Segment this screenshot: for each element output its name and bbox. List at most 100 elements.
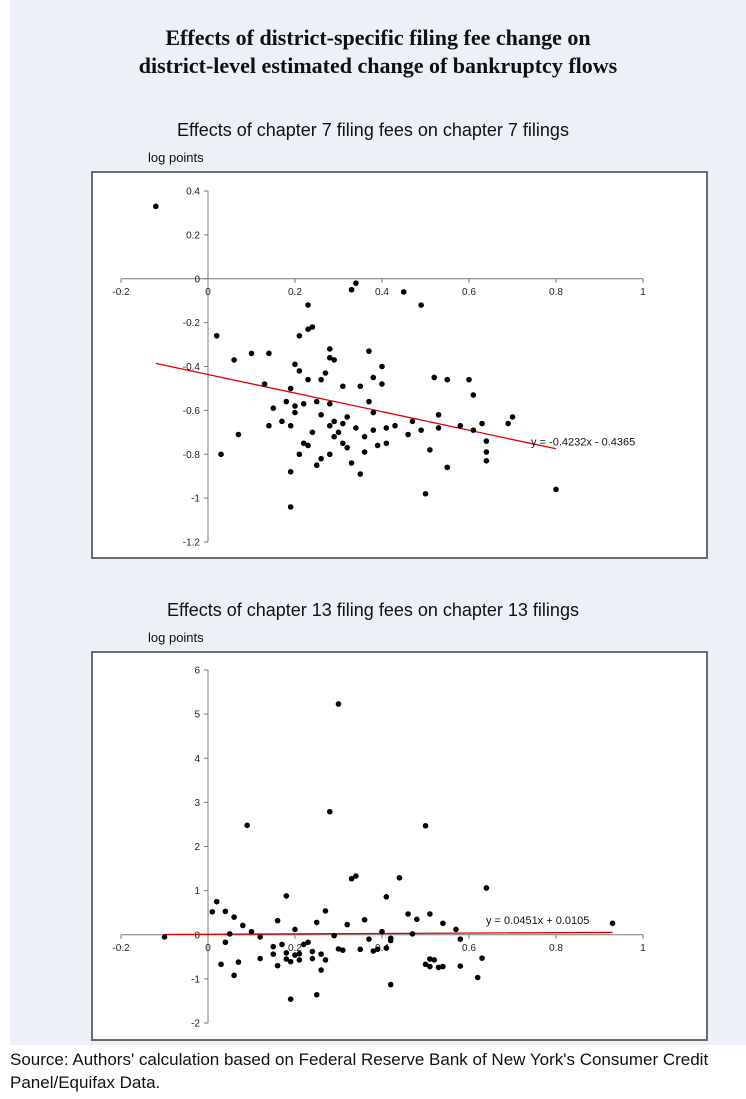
chart-1-data-point bbox=[470, 392, 477, 398]
chart-2-data-point bbox=[344, 921, 350, 928]
chart-2-data-point bbox=[479, 955, 485, 961]
chart-2-x-tick-label: 1 bbox=[640, 943, 646, 954]
chart-1-data-point bbox=[344, 444, 350, 451]
chart-1-data-point bbox=[444, 376, 451, 383]
chart-2-data-point bbox=[335, 946, 342, 952]
chart-1-data-point bbox=[300, 440, 307, 447]
chart-1-data-point bbox=[327, 400, 333, 407]
chart-1-data-point bbox=[231, 357, 237, 363]
chart-1-x-tick-label: 1 bbox=[640, 287, 646, 298]
chart-1-data-point bbox=[327, 451, 333, 458]
chart-2-trendline-equation: y = 0.0451x + 0.0105 bbox=[486, 915, 589, 927]
chart-1-data-point bbox=[400, 289, 407, 295]
chart-2-data-point bbox=[222, 908, 229, 915]
chart-1-y-tick-label: 0.2 bbox=[186, 230, 200, 241]
chart-2-data-point bbox=[287, 996, 294, 1002]
figure-title: Effects of district-specific filing fee … bbox=[10, 24, 746, 80]
figure-title-line-1: Effects of district-specific filing fee … bbox=[165, 25, 591, 50]
chart-2-data-point bbox=[383, 894, 390, 900]
chart-2-data-point bbox=[348, 875, 355, 882]
chart-2-data-point bbox=[209, 909, 216, 915]
chart-2-data-point bbox=[274, 917, 281, 924]
chart-2-y-tick-label: 0 bbox=[194, 930, 200, 941]
chart-1-data-point bbox=[483, 438, 490, 444]
chart-1-data-point bbox=[292, 409, 298, 416]
chart-1-data-point bbox=[327, 354, 333, 361]
chart-2-trendline bbox=[164, 931, 613, 936]
chart-2-data-point bbox=[231, 914, 237, 920]
chart-2-data-point bbox=[283, 893, 290, 899]
chart-1-data-point bbox=[392, 422, 398, 429]
chart-1-data-point bbox=[370, 374, 377, 381]
chart-1-unit-label: log points bbox=[148, 150, 204, 165]
chart-2-data-point bbox=[296, 950, 303, 957]
chart-1-data-point bbox=[405, 431, 411, 438]
chart-1-data-point bbox=[483, 449, 490, 455]
chart-1-data-point bbox=[318, 376, 324, 383]
chart-1-data-point bbox=[370, 427, 377, 433]
chart-2-x-tick-label: 0.2 bbox=[288, 943, 302, 954]
chart-1-data-point bbox=[457, 422, 464, 429]
chart-2-y-tick-label: 6 bbox=[194, 666, 200, 677]
chart-1-data-point bbox=[470, 427, 477, 433]
chart-1-x-tick-label: -0.2 bbox=[112, 287, 130, 298]
chart-2-x-tick-label: 0.4 bbox=[375, 943, 389, 954]
chart-1-data-point bbox=[235, 431, 242, 438]
chart-1-data-point bbox=[270, 405, 277, 411]
chart-2-data-point bbox=[435, 964, 442, 971]
chart-1-data-point bbox=[153, 203, 159, 210]
chart-2-unit-label: log points bbox=[148, 630, 204, 645]
chart-2-y-tick-label: 3 bbox=[194, 798, 200, 809]
chart-2-data-point bbox=[322, 957, 329, 963]
chart-2-data-point bbox=[409, 931, 416, 937]
chart-2-x-tick-label: 0 bbox=[205, 943, 211, 954]
chart-1-data-point bbox=[296, 332, 303, 339]
chart-1-data-point bbox=[318, 411, 324, 418]
chart-1-y-tick-label: -0.8 bbox=[183, 450, 201, 461]
chart-2-data-point bbox=[474, 974, 481, 981]
chart-1-data-point bbox=[309, 324, 316, 330]
chart-1-data-point bbox=[322, 370, 329, 376]
chart-1-data-point bbox=[479, 420, 485, 427]
chart-2-data-point bbox=[322, 908, 329, 914]
chart-2-y-tick-label: 5 bbox=[194, 710, 200, 721]
chart-1-data-point bbox=[383, 425, 390, 431]
chart-2-data-point bbox=[353, 873, 359, 879]
chart-2-data-point bbox=[257, 955, 263, 962]
chart-2-data-point bbox=[374, 946, 381, 953]
chart-2-data-point bbox=[453, 926, 459, 933]
chart-1-data-point bbox=[309, 429, 316, 436]
chart-2-svg: -2 -1 0 1 2 3 4 5 6 -0.2 0 0.2 0.4 0.6 0.8 1 y = 0.0451x… bbox=[112, 666, 646, 1030]
chart-2-data-point bbox=[231, 972, 237, 979]
chart-2-data-point bbox=[387, 981, 394, 988]
chart-1-x-tick-label: 0.2 bbox=[288, 287, 302, 298]
chart-1-data-point bbox=[353, 425, 359, 431]
chart-1-data-point bbox=[366, 348, 372, 354]
chart-2-data-point bbox=[313, 919, 320, 926]
chart-2-data-point bbox=[257, 934, 263, 940]
chart-1-data-point bbox=[218, 451, 224, 458]
chart-2-data-point bbox=[270, 943, 277, 950]
chart-1-data-point bbox=[353, 280, 359, 286]
chart-1-data-point bbox=[418, 302, 424, 308]
chart-1-data-point bbox=[331, 357, 337, 363]
chart-2-data-point bbox=[361, 916, 368, 923]
chart-2-data-point bbox=[283, 956, 290, 962]
chart-1-data-point bbox=[348, 460, 355, 466]
chart-1-data-point bbox=[357, 471, 364, 477]
chart-1-data-point bbox=[431, 374, 438, 381]
chart-2-y-tick-label: -1 bbox=[191, 974, 200, 985]
chart-2-data-point bbox=[287, 958, 294, 965]
chart-2-data-point bbox=[387, 937, 394, 944]
chart-2-data-point bbox=[414, 916, 420, 923]
chart-2-data-point bbox=[235, 959, 242, 965]
chart-1-data-point bbox=[348, 286, 355, 293]
chart-1-data-point bbox=[418, 427, 424, 433]
chart-1-data-point bbox=[553, 486, 559, 493]
chart-2-data-point bbox=[222, 939, 229, 946]
chart-2-data-point bbox=[313, 991, 320, 998]
chart-2-data-point bbox=[422, 822, 429, 829]
chart-2-data-point bbox=[244, 822, 250, 829]
chart-2-data-point bbox=[240, 922, 246, 929]
chart-2-data-point bbox=[396, 875, 403, 881]
